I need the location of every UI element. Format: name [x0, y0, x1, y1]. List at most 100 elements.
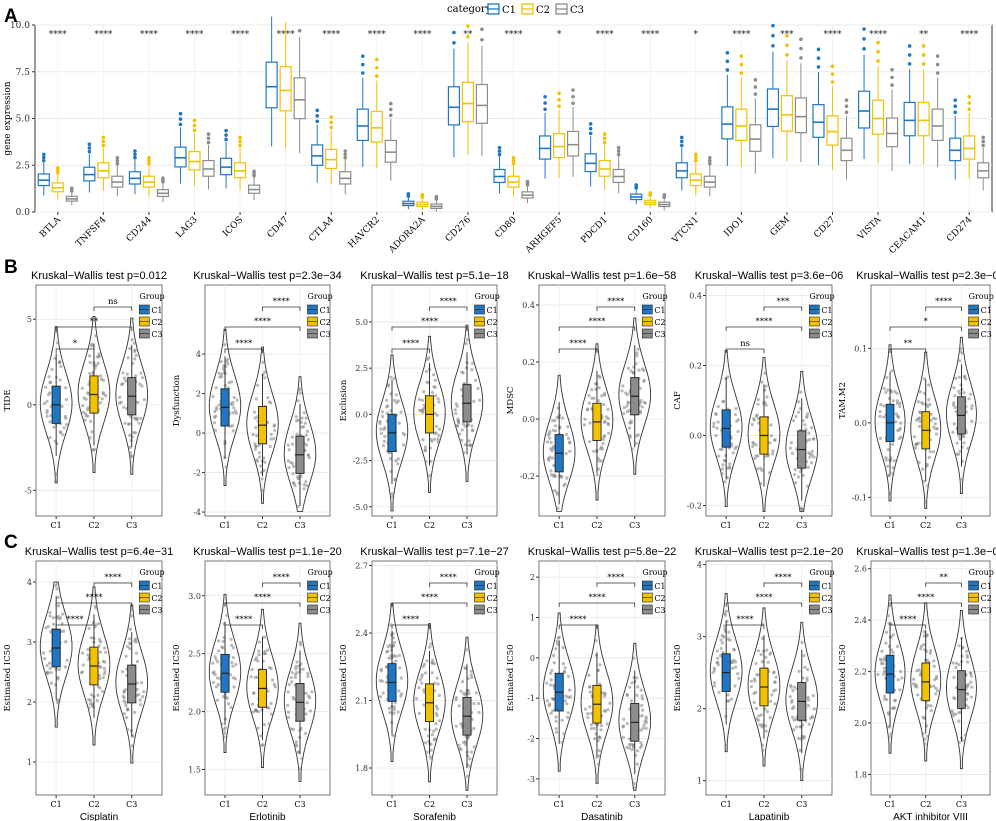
data-point [229, 637, 233, 642]
comparison-label: **** [588, 317, 606, 327]
data-point [932, 659, 936, 663]
data-point [230, 643, 234, 647]
data-point [253, 416, 257, 420]
comparison-label: **** [273, 297, 291, 307]
y-tick-label: 2.4 [355, 629, 368, 638]
data-point [765, 648, 769, 652]
data-point [394, 654, 398, 659]
data-point [640, 714, 644, 718]
data-point [608, 701, 612, 705]
data-point [587, 393, 591, 398]
data-point [230, 661, 234, 665]
data-point [603, 692, 607, 696]
data-point [305, 701, 309, 705]
data-point [810, 426, 814, 430]
outlier-point [616, 152, 621, 157]
data-point [469, 750, 473, 754]
data-point [763, 454, 768, 459]
data-point [547, 704, 551, 708]
legend-title: Group [475, 292, 500, 301]
data-point [563, 666, 567, 670]
data-point [125, 372, 129, 376]
significance-label: **** [869, 30, 888, 40]
panel-label-c: C [4, 532, 18, 553]
data-point [130, 338, 134, 342]
data-point [553, 474, 557, 478]
violin-outline [785, 370, 819, 512]
outlier-point [497, 149, 502, 153]
outlier-point [206, 132, 211, 136]
data-point [918, 673, 922, 677]
data-point [606, 407, 610, 411]
data-point [217, 639, 221, 643]
data-point [882, 670, 887, 674]
data-point [893, 698, 898, 703]
data-point [231, 411, 235, 415]
data-point [386, 384, 390, 388]
data-point [58, 378, 62, 382]
data-point [550, 668, 554, 673]
comparison-bracket [262, 306, 301, 311]
data-point [895, 391, 899, 395]
data-point [298, 391, 302, 395]
data-point [932, 664, 936, 668]
data-point [258, 455, 262, 459]
data-point [225, 613, 229, 617]
data-point [561, 662, 566, 666]
y-tick-label: 2.7 [355, 562, 368, 571]
data-point [606, 416, 610, 420]
data-point [934, 432, 939, 436]
data-point [929, 704, 933, 708]
data-point [297, 481, 301, 485]
data-point [962, 391, 966, 395]
data-point [592, 726, 596, 731]
data-point [228, 673, 233, 677]
data-point [966, 692, 970, 696]
y-tick-label: 1.5 [188, 766, 201, 775]
outlier-point [466, 34, 470, 39]
data-point [638, 411, 643, 415]
data-point [458, 432, 462, 436]
data-point [125, 644, 130, 649]
data-point [635, 676, 639, 680]
data-point [723, 627, 727, 631]
comparison-label: **** [755, 317, 773, 327]
data-point [622, 717, 626, 721]
data-point [925, 734, 930, 739]
data-point [756, 416, 761, 421]
data-point [749, 679, 754, 683]
data-point [421, 410, 425, 414]
data-point [969, 674, 974, 678]
data-point [267, 400, 272, 404]
data-point [263, 370, 267, 374]
data-point [549, 683, 553, 687]
outlier-point [374, 74, 379, 78]
data-point [756, 397, 760, 402]
data-point [563, 699, 567, 703]
data-point [720, 472, 724, 476]
comparison-bracket [391, 624, 430, 629]
data-point [928, 651, 932, 656]
data-point [560, 740, 564, 745]
x-tick-label: GEM [769, 215, 792, 238]
data-point [54, 329, 58, 334]
box [538, 135, 552, 160]
data-point [595, 473, 599, 477]
data-point [712, 424, 716, 429]
data-point [468, 764, 472, 768]
data-point [296, 504, 300, 508]
outlier-point [41, 155, 46, 160]
data-point [546, 457, 550, 461]
data-point [918, 419, 922, 423]
data-point [261, 372, 265, 377]
data-point [46, 624, 50, 629]
outlier-point [434, 194, 439, 199]
data-point [47, 393, 51, 397]
comparison-bracket [763, 306, 803, 311]
outlier-point [41, 158, 46, 163]
data-point [136, 400, 140, 404]
data-point [886, 388, 890, 392]
comparison-label: **** [607, 573, 625, 583]
